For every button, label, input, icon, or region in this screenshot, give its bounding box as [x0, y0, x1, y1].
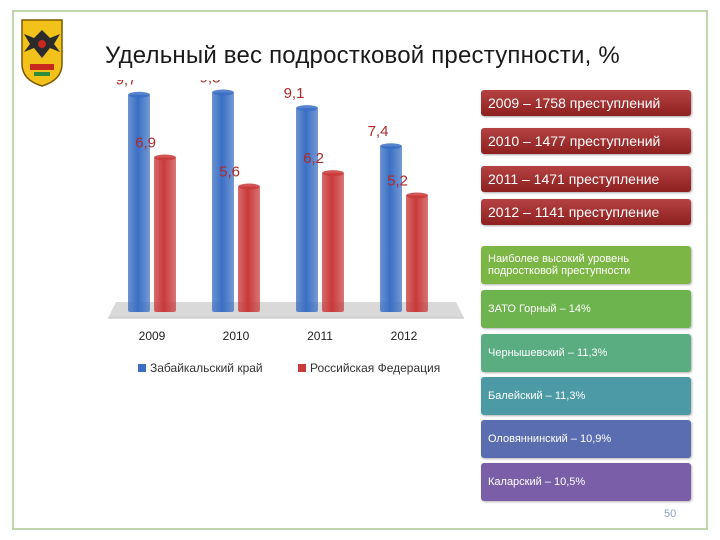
district-item-box: Балейский – 11,3%	[481, 377, 691, 415]
bar-zabaikalsky-2011	[296, 108, 318, 312]
data-label: 5,6	[219, 164, 240, 181]
x-tick-label: 2011	[307, 329, 333, 343]
page-title: Удельный вес подростковой преступности, …	[105, 42, 620, 69]
bar-zabaikalsky-2010	[212, 92, 234, 312]
district-item-box: Оловяннинский – 10,9%	[481, 420, 691, 458]
legend-swatch	[138, 364, 146, 372]
legend-label: Забайкальский край	[150, 361, 263, 375]
data-label: 7,4	[368, 123, 389, 140]
bar-cap	[406, 192, 428, 199]
crime-count-box: 2010 – 1477 преступлений	[481, 128, 691, 154]
data-label: 6,9	[135, 134, 156, 151]
legend-swatch	[298, 364, 306, 372]
zabaikalsky-coat-of-arms-icon	[21, 19, 63, 87]
bar-russia-2012	[406, 195, 428, 312]
x-tick-label: 2009	[139, 329, 166, 343]
page-number: 50	[664, 508, 677, 520]
bar-zabaikalsky-2009	[128, 94, 150, 312]
bar-russia-2011	[322, 173, 344, 312]
legend-label: Российская Федерация	[310, 361, 440, 375]
x-tick-label: 2012	[391, 329, 418, 343]
bar-cap	[238, 183, 260, 190]
bar-cap	[322, 170, 344, 177]
district-item-box: ЗАТО Горный – 14%	[481, 290, 691, 328]
data-label: 5,2	[387, 173, 408, 190]
bar-cap	[154, 154, 176, 161]
crime-count-box: 2012 – 1141 преступление	[481, 199, 691, 225]
crime-count-box: 2011 – 1471 преступление	[481, 166, 691, 192]
bar-russia-2009	[154, 157, 176, 312]
data-label: 9,7	[116, 80, 137, 89]
bar-cap	[212, 89, 234, 96]
district-item-box: Чернышевский – 11,3%	[481, 334, 691, 372]
bar-russia-2010	[238, 186, 260, 312]
data-label: 9,1	[284, 85, 305, 102]
x-tick-label: 2010	[223, 329, 250, 343]
district-item-box: Каларский – 10,5%	[481, 463, 691, 501]
bar-cap	[296, 105, 318, 112]
chart-floor	[108, 302, 464, 318]
bar-cap	[380, 143, 402, 150]
crime-count-box: 2009 – 1758 преступлений	[481, 90, 691, 116]
bar-chart: 9,7 6,9 9,8 5,6 9,1 6,2 7,4 5,2 2009 2010 2011 201…	[108, 80, 464, 375]
district-header-box: Наиболее высокий уровень подростковой пр…	[481, 246, 691, 284]
bar-cap	[128, 91, 150, 98]
data-label: 6,2	[303, 150, 324, 167]
bar-zabaikalsky-2012	[380, 146, 402, 312]
data-label: 9,8	[200, 80, 221, 86]
